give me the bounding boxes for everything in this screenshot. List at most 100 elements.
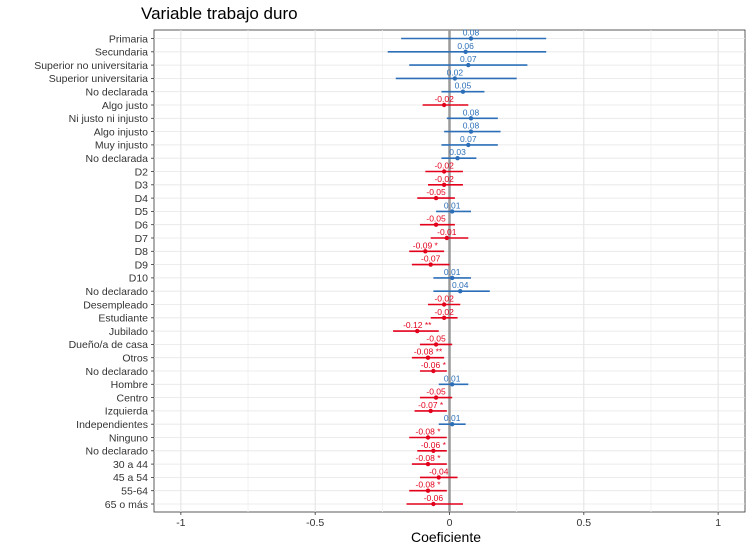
y-tick-label: Ni justo ni injusto bbox=[69, 113, 149, 125]
value-label: -0.02 bbox=[434, 174, 454, 184]
coefficient-point bbox=[468, 129, 474, 134]
y-tick-label: Dueño/a de casa bbox=[69, 339, 149, 351]
value-label: -0.06 bbox=[424, 493, 444, 503]
coefficient-point bbox=[436, 475, 441, 480]
value-label: -0.06 * bbox=[421, 360, 447, 370]
coefficient-point bbox=[441, 182, 447, 187]
value-label: -0.05 bbox=[426, 187, 446, 197]
coefficient-point bbox=[431, 368, 436, 374]
coefficient-point bbox=[449, 275, 455, 281]
coefficient-point bbox=[441, 315, 447, 320]
coefficient-point bbox=[433, 342, 439, 347]
y-tick-label: Superior no universitaria bbox=[34, 60, 148, 72]
value-label: -0.05 bbox=[426, 387, 446, 397]
y-tick-label: Centro bbox=[116, 392, 148, 404]
value-label: -0.09 * bbox=[413, 240, 439, 250]
value-label: -0.04 bbox=[429, 466, 449, 476]
y-tick-label: Ninguno bbox=[109, 432, 148, 444]
x-tick-label: -1 bbox=[176, 517, 185, 529]
coefficient-point bbox=[425, 355, 431, 360]
coefficient-point bbox=[433, 222, 439, 227]
coefficient-point bbox=[452, 76, 458, 81]
value-label: 0.02 bbox=[447, 67, 464, 77]
value-label: 0.07 bbox=[460, 134, 477, 144]
y-tick-label: D9 bbox=[135, 259, 149, 271]
y-tick-label: No declarada bbox=[86, 153, 149, 165]
y-tick-label: Desempleado bbox=[83, 299, 148, 311]
y-tick-label: Algo injusto bbox=[94, 126, 148, 138]
coefficient-point bbox=[449, 382, 455, 387]
y-tick-label: D6 bbox=[135, 220, 149, 232]
y-tick-label: Muy injusto bbox=[95, 140, 148, 152]
coefficient-point bbox=[441, 302, 447, 307]
value-label: 0.07 bbox=[460, 54, 477, 64]
value-label: 0.06 bbox=[457, 41, 474, 51]
value-label: -0.02 bbox=[434, 294, 454, 304]
y-tick-label: Otros bbox=[122, 353, 148, 365]
coefficient-point bbox=[428, 262, 433, 267]
coefficient-point bbox=[458, 289, 463, 294]
y-tick-label: Estudiante bbox=[98, 313, 148, 325]
y-tick-label: Secundaria bbox=[95, 47, 148, 59]
x-tick-label: 1 bbox=[715, 517, 721, 529]
value-label: 0.01 bbox=[444, 373, 461, 383]
coefficient-point bbox=[433, 395, 439, 400]
value-label: -0.07 bbox=[421, 254, 441, 264]
coefficient-point bbox=[431, 501, 436, 507]
coefficient-point bbox=[444, 235, 450, 241]
coefficient-point bbox=[460, 89, 466, 94]
y-tick-label: 45 a 54 bbox=[113, 472, 148, 484]
value-label: 0.08 bbox=[463, 121, 480, 131]
x-axis-label: Coeficiente bbox=[410, 529, 482, 545]
coefficient-point bbox=[449, 209, 455, 214]
coefficient-point bbox=[425, 435, 431, 440]
coefficient-point bbox=[466, 62, 471, 68]
value-label: -0.02 bbox=[434, 307, 454, 317]
coefficient-point bbox=[428, 408, 433, 414]
y-tick-label: Izquierda bbox=[105, 406, 148, 418]
value-label: -0.02 bbox=[434, 94, 454, 104]
y-tick-label: Superior universitaria bbox=[49, 73, 148, 85]
value-label: -0.08 * bbox=[415, 480, 441, 490]
coefficient-point bbox=[425, 461, 431, 467]
coefficient-point bbox=[441, 102, 447, 108]
y-tick-label: D4 bbox=[135, 193, 149, 205]
y-tick-label: D10 bbox=[129, 273, 148, 285]
y-tick-label: D3 bbox=[135, 180, 149, 192]
coefficient-point bbox=[431, 448, 436, 453]
coefficient-point bbox=[425, 488, 431, 493]
coefficient-point bbox=[466, 142, 471, 148]
y-tick-label: D8 bbox=[135, 246, 149, 258]
value-label: -0.12 ** bbox=[403, 320, 432, 330]
value-label: 0.01 bbox=[444, 413, 461, 423]
coefficient-point bbox=[441, 169, 447, 174]
value-label: -0.06 * bbox=[421, 440, 447, 450]
value-label: -0.08 * bbox=[415, 453, 441, 463]
coefficient-point bbox=[423, 249, 428, 254]
value-label: -0.01 bbox=[437, 227, 457, 237]
y-tick-label: No declarada bbox=[86, 87, 149, 99]
coefficient-point bbox=[449, 422, 455, 427]
value-label: 0.05 bbox=[455, 81, 472, 91]
x-tick-label: -0.5 bbox=[306, 517, 324, 529]
coefficient-point bbox=[415, 328, 420, 334]
value-label: -0.08 * bbox=[415, 427, 441, 437]
y-tick-label: Algo justo bbox=[102, 100, 148, 112]
y-tick-label: 30 a 44 bbox=[113, 459, 148, 471]
chart-title: Variable trabajo duro bbox=[141, 4, 298, 23]
coefficient-point bbox=[468, 36, 474, 41]
coefficient-point bbox=[468, 116, 474, 121]
value-label: 0.01 bbox=[444, 267, 461, 277]
y-tick-label: D2 bbox=[135, 166, 149, 178]
y-tick-label: Jubilado bbox=[109, 326, 148, 338]
y-tick-label: No declarado bbox=[86, 366, 149, 378]
value-label: 0.08 bbox=[463, 28, 480, 38]
coefficient-point bbox=[463, 49, 468, 54]
y-tick-label: D7 bbox=[135, 233, 149, 245]
y-tick-label: 65 o más bbox=[105, 499, 148, 511]
value-label: 0.01 bbox=[444, 200, 461, 210]
y-tick-label: Hombre bbox=[111, 379, 149, 391]
value-label: -0.07 * bbox=[418, 400, 444, 410]
